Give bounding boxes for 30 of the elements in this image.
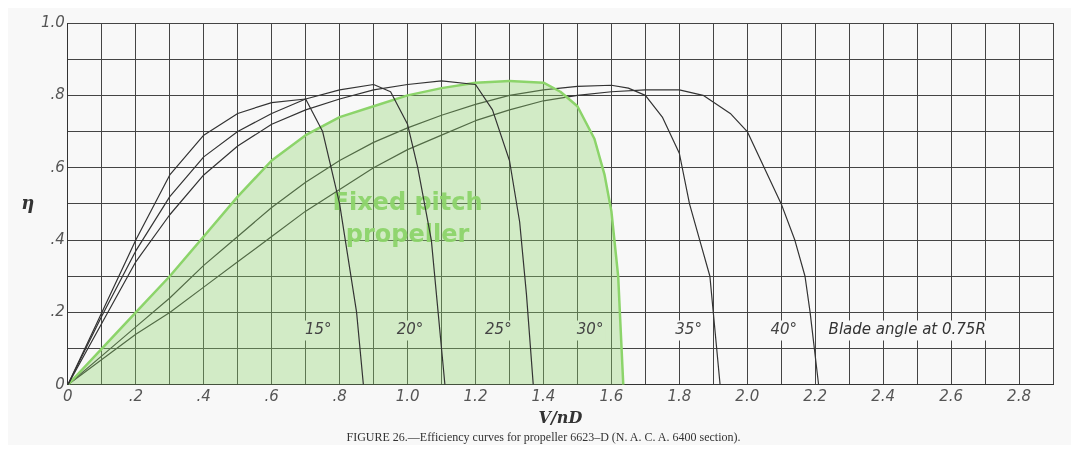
x-tick-label: 1.2: [463, 386, 488, 405]
x-tick-label: 2.6: [939, 386, 964, 405]
y-tick-label: 1.0: [41, 12, 65, 31]
series-label: 25°: [485, 320, 512, 339]
series-label: 30°: [576, 320, 604, 339]
caption: FIGURE 26.—Efficiency curves for propeller 6623–D (N. A. C. A. 6400 section).: [345, 430, 742, 445]
x-tick-label: 1.6: [599, 386, 624, 405]
x-tick-label: .8: [332, 386, 347, 405]
series-label: 15°: [305, 320, 332, 339]
series-label: 20°: [396, 320, 424, 339]
x-tick-label: 1.0: [395, 386, 420, 405]
x-tick-label: 2.2: [803, 386, 828, 405]
x-axis-title: V/nD: [538, 407, 583, 427]
x-tick-label: .2: [128, 386, 143, 405]
x-tick-label: .4: [196, 386, 211, 405]
series-label: 40°: [770, 320, 798, 339]
y-axis-title: η: [21, 191, 35, 213]
x-tick-label: 1.4: [531, 386, 556, 405]
y-tick-label: .4: [50, 229, 65, 248]
y-tick-label: 0: [55, 374, 65, 393]
x-tick-label: 2.0: [735, 386, 760, 405]
y-tick-label: .8: [50, 85, 65, 104]
y-tick-label: .6: [50, 157, 65, 176]
x-tick-label: 2.8: [1007, 386, 1031, 405]
y-tick-label: .2: [50, 302, 65, 321]
x-tick-label: 1.8: [667, 386, 692, 405]
x-tick-label: 2.4: [871, 386, 896, 405]
x-tick-label: .6: [264, 386, 279, 405]
annotation: Blade angle at 0.75R: [828, 320, 986, 339]
series-label: 35°: [675, 320, 702, 339]
